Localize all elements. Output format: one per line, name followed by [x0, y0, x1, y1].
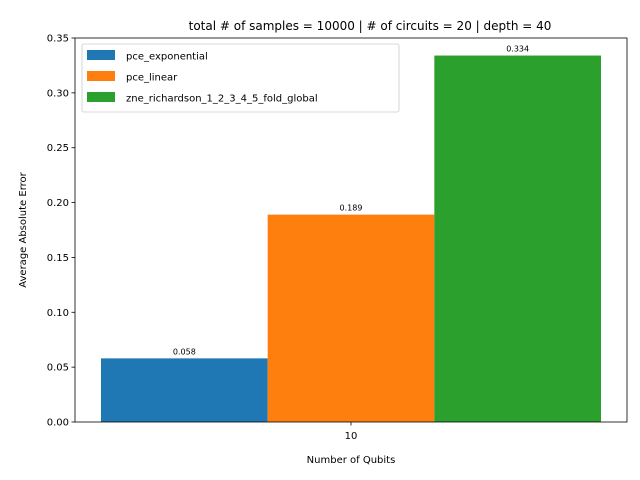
bar-pce_linear [267, 214, 435, 422]
x-axis-ticks: 10 [345, 422, 358, 442]
x-tick-label: 10 [345, 431, 358, 442]
y-axis-ticks: 0.00 0.05 0.10 0.15 0.20 0.25 0.30 0.35 [47, 34, 75, 429]
data-label-pce_exponential: 0.058 [173, 347, 196, 356]
y-tick-label: 0.10 [47, 308, 69, 319]
y-tick-label: 0.25 [47, 143, 69, 154]
legend-swatch-pce_linear [87, 71, 115, 81]
bar-zne_richardson_1_2_3_4_5_fold_global [434, 55, 601, 422]
legend: pce_exponential pce_linear zne_richardson_… [81, 43, 400, 113]
bar-pce_exponential [101, 358, 268, 422]
legend-label-pce_linear: pce_linear [126, 73, 178, 84]
legend-swatch-pce_exponential [87, 50, 115, 60]
y-tick-label: 0.00 [47, 418, 69, 429]
data-label-pce_linear: 0.189 [340, 204, 363, 213]
legend-label-zne_richardson_1_2_3_4_5_fold_global: zne_richardson_1_2_3_4_5_fold_global [126, 94, 318, 105]
bars-group [101, 55, 601, 422]
x-axis-label: Number of Qubits [307, 455, 396, 466]
y-tick-label: 0.15 [47, 253, 69, 264]
y-tick-label: 0.35 [47, 34, 69, 45]
data-label-zne_richardson_1_2_3_4_5_fold_global: 0.334 [506, 45, 529, 54]
y-tick-label: 0.30 [47, 88, 69, 99]
y-tick-label: 0.05 [47, 363, 69, 374]
legend-box [81, 43, 400, 113]
chart-title: total # of samples = 10000 | # of circui… [189, 19, 552, 33]
legend-swatch-zne_richardson_1_2_3_4_5_fold_global [87, 92, 115, 102]
legend-label-pce_exponential: pce_exponential [126, 52, 208, 63]
y-tick-label: 0.20 [47, 198, 69, 209]
data-labels-group: 0.058 0.189 0.334 [173, 45, 529, 357]
y-axis-label: Average Absolute Error [18, 171, 29, 287]
